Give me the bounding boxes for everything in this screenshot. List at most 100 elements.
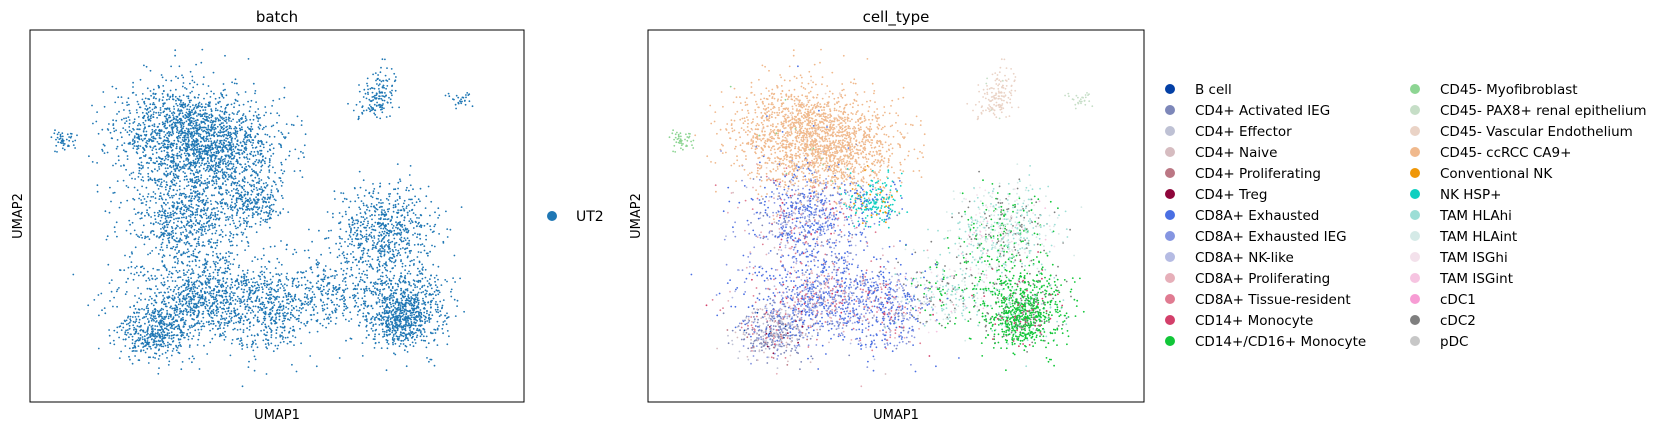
scatter-point xyxy=(347,245,349,248)
scatter-point xyxy=(189,122,192,125)
scatter-point xyxy=(349,275,351,278)
scatter-point xyxy=(255,187,258,189)
scatter-point xyxy=(353,187,356,189)
scatter-point xyxy=(115,221,118,224)
scatter-point xyxy=(167,346,170,349)
scatter-point xyxy=(397,181,400,184)
scatter-point xyxy=(132,197,135,200)
scatter-point xyxy=(150,338,153,341)
scatter-point xyxy=(399,310,402,313)
scatter-point xyxy=(124,331,127,334)
scatter-point xyxy=(326,307,329,310)
scatter-point xyxy=(374,206,376,209)
scatter-point xyxy=(199,133,202,136)
scatter-point xyxy=(242,180,245,183)
scatter-point xyxy=(423,311,426,314)
scatter-point xyxy=(224,270,227,273)
scatter-point xyxy=(150,196,153,198)
scatter-point xyxy=(123,109,125,111)
scatter-point xyxy=(221,211,223,214)
scatter-point xyxy=(408,198,410,201)
scatter-point xyxy=(402,313,405,316)
scatter-point xyxy=(145,105,148,107)
scatter-point xyxy=(440,314,442,316)
scatter-point xyxy=(172,347,175,350)
scatter-point xyxy=(197,312,200,315)
scatter-point xyxy=(217,185,220,188)
scatter-point xyxy=(269,298,271,301)
scatter-point xyxy=(280,283,283,286)
scatter-point xyxy=(341,298,343,301)
scatter-point xyxy=(192,250,195,253)
scatter-point xyxy=(144,339,146,342)
scatter-point xyxy=(244,177,246,180)
scatter-point xyxy=(147,213,150,216)
scatter-point xyxy=(230,204,232,207)
scatter-point xyxy=(348,320,350,322)
scatter-point xyxy=(139,271,142,274)
scatter-point xyxy=(191,337,194,340)
scatter-point xyxy=(362,247,365,250)
scatter-point xyxy=(214,131,216,134)
scatter-point xyxy=(272,301,275,304)
scatter-point xyxy=(242,329,245,331)
scatter-point xyxy=(170,272,173,275)
scatter-point xyxy=(221,235,224,238)
scatter-point xyxy=(231,181,234,183)
scatter-point xyxy=(270,342,273,345)
scatter-point xyxy=(125,185,128,187)
scatter-point xyxy=(146,340,149,342)
scatter-point xyxy=(234,177,237,180)
scatter-point xyxy=(420,272,423,275)
scatter-point xyxy=(347,102,349,105)
scatter-point xyxy=(442,321,445,323)
scatter-point xyxy=(147,307,150,310)
scatter-point xyxy=(180,317,183,320)
scatter-point xyxy=(297,320,300,323)
scatter-point xyxy=(346,262,349,264)
scatter-point xyxy=(400,289,402,292)
scatter-point xyxy=(286,298,288,301)
scatter-point xyxy=(169,211,172,214)
scatter-point xyxy=(402,240,405,243)
scatter-point xyxy=(414,284,416,287)
scatter-point xyxy=(450,290,452,293)
scatter-point xyxy=(164,316,167,318)
scatter-point xyxy=(378,218,380,220)
scatter-point xyxy=(196,242,198,245)
scatter-point xyxy=(366,306,369,308)
scatter-point xyxy=(215,118,217,121)
scatter-point xyxy=(232,219,235,222)
scatter-point xyxy=(330,229,332,232)
scatter-point xyxy=(157,111,160,114)
scatter-point xyxy=(221,271,224,274)
scatter-point xyxy=(377,294,380,296)
scatter-point xyxy=(175,217,178,220)
scatter-point xyxy=(379,288,381,291)
scatter-point xyxy=(149,317,152,319)
scatter-point xyxy=(218,123,221,126)
scatter-point xyxy=(120,350,122,353)
scatter-point xyxy=(184,302,187,305)
scatter-point xyxy=(180,124,183,127)
scatter-point xyxy=(275,318,277,320)
scatter-point xyxy=(180,220,183,223)
scatter-point xyxy=(180,232,182,234)
scatter-point xyxy=(142,195,145,198)
scatter-point xyxy=(204,259,207,262)
scatter-point xyxy=(357,220,360,223)
scatter-point xyxy=(365,189,367,192)
scatter-point xyxy=(115,87,118,90)
scatter-point xyxy=(201,283,204,286)
scatter-point xyxy=(152,316,155,318)
scatter-point xyxy=(355,214,358,216)
scatter-point xyxy=(146,347,149,350)
scatter-point xyxy=(240,191,243,194)
scatter-point xyxy=(277,344,280,347)
scatter-point xyxy=(388,96,390,99)
scatter-point xyxy=(219,202,222,205)
scatter-point xyxy=(208,164,210,167)
scatter-point xyxy=(321,279,324,281)
scatter-point xyxy=(159,335,162,338)
scatter-point xyxy=(175,334,178,337)
